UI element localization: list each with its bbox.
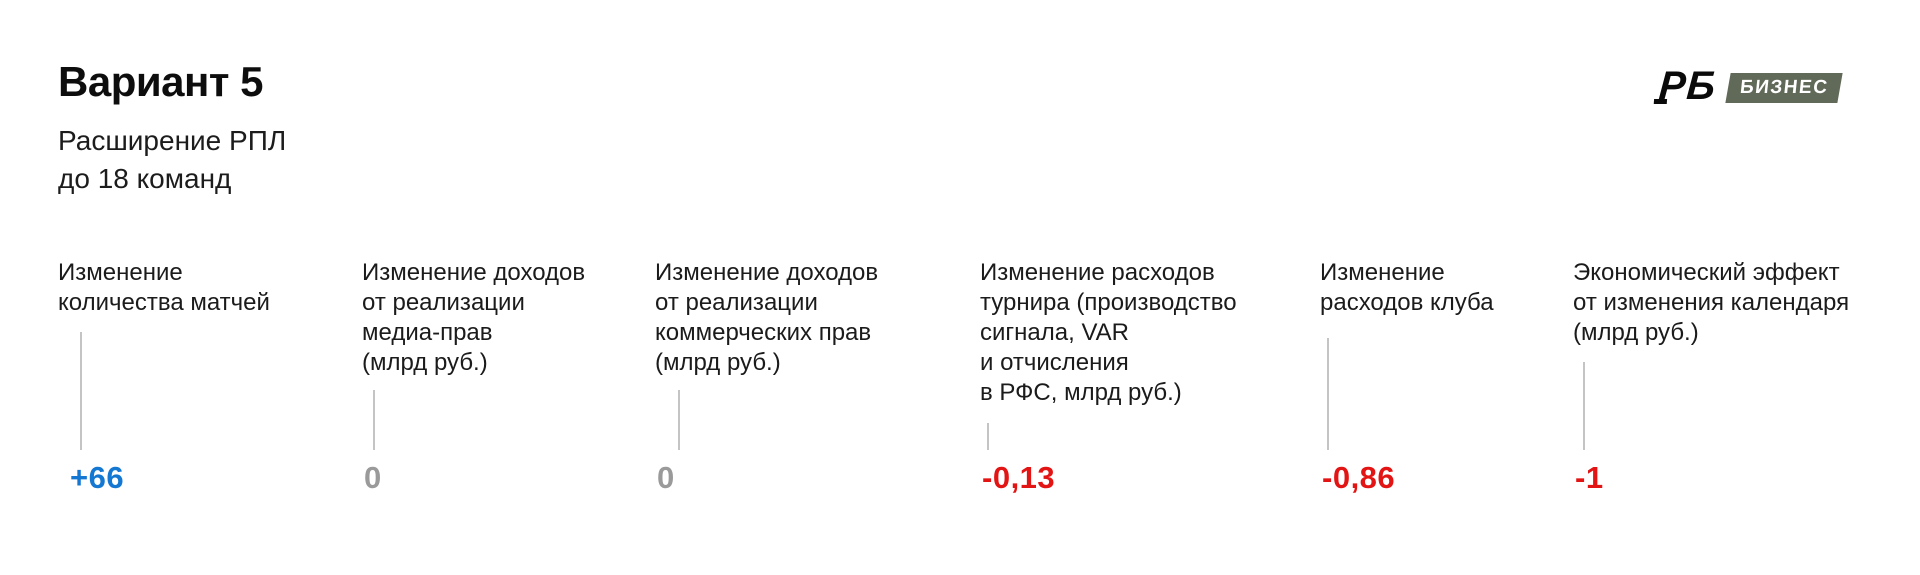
metric-value: -0,13 [982,460,1056,495]
metric-label-line: (млрд руб.) [362,349,488,376]
connector-line [373,390,375,450]
metric-column-tournament-costs: Изменение расходов турнира (производство… [980,258,1310,518]
business-badge: БИЗНЕС [1725,73,1843,103]
metric-label-line: от реализации [655,289,818,316]
metric-label-line: Изменение расходов [980,259,1215,286]
business-badge-label: БИЗНЕС [1738,77,1830,98]
page-subtitle: Расширение РПЛ до 18 команд [58,122,286,198]
metric-label: Изменение доходов от реализации медиа-пр… [362,258,642,378]
metric-label-line: от реализации [362,289,525,316]
metric-label: Экономический эффект от изменения календ… [1573,258,1873,348]
metric-label-line: Изменение доходов [362,259,586,286]
metric-label-line: сигнала, VAR [980,319,1130,346]
metric-column-club-costs: Изменение расходов клуба -0,86 [1320,258,1560,518]
metric-label-line: расходов клуба [1320,289,1494,316]
metric-value: 0 [657,460,675,495]
metric-label-line: Экономический эффект [1573,259,1840,286]
connector-line [1327,338,1329,450]
metric-label-line: от изменения календаря [1573,289,1850,316]
metric-label: Изменение доходов от реализации коммерче… [655,258,965,378]
metric-column-media-rights: Изменение доходов от реализации медиа-пр… [362,258,642,518]
rb-logo: РБ [1653,64,1717,108]
connector-line [678,390,680,450]
metric-label-line: (млрд руб.) [1573,319,1699,346]
page-title: Вариант 5 [58,58,264,105]
metric-label-line: турнира (производство [980,289,1237,316]
metric-column-matches: Изменение количества матчей +66 [58,258,348,518]
brand-logo: РБ БИЗНЕС [1653,64,1843,108]
metric-value: -0,86 [1322,460,1396,495]
metric-label: Изменение количества матчей [58,258,348,318]
connector-line [1583,362,1585,450]
page-subtitle-line: до 18 команд [58,163,232,194]
metric-value: 0 [364,460,382,495]
metric-label-line: Изменение [1320,259,1445,286]
rb-logo-foot-mark [1653,99,1667,104]
metric-column-economic-effect: Экономический эффект от изменения календ… [1573,258,1873,518]
connector-line [987,423,989,450]
metric-value: -1 [1575,460,1604,495]
metric-column-commercial-rights: Изменение доходов от реализации коммерче… [655,258,965,518]
metric-label-line: в РФС, млрд руб.) [980,379,1182,406]
metric-label: Изменение расходов клуба [1320,258,1560,318]
metric-label-line: медиа-прав [362,319,493,346]
metric-value: +66 [70,460,125,495]
metric-label-line: (млрд руб.) [655,349,781,376]
connector-line [80,332,82,450]
page-subtitle-line: Расширение РПЛ [58,125,287,156]
metric-label-line: и отчисления [980,349,1129,376]
metric-label-line: количества матчей [58,289,270,316]
metric-label: Изменение расходов турнира (производство… [980,258,1310,408]
metric-label-line: Изменение доходов [655,259,879,286]
metric-label-line: Изменение [58,259,183,286]
metric-label-line: коммерческих прав [655,319,872,346]
